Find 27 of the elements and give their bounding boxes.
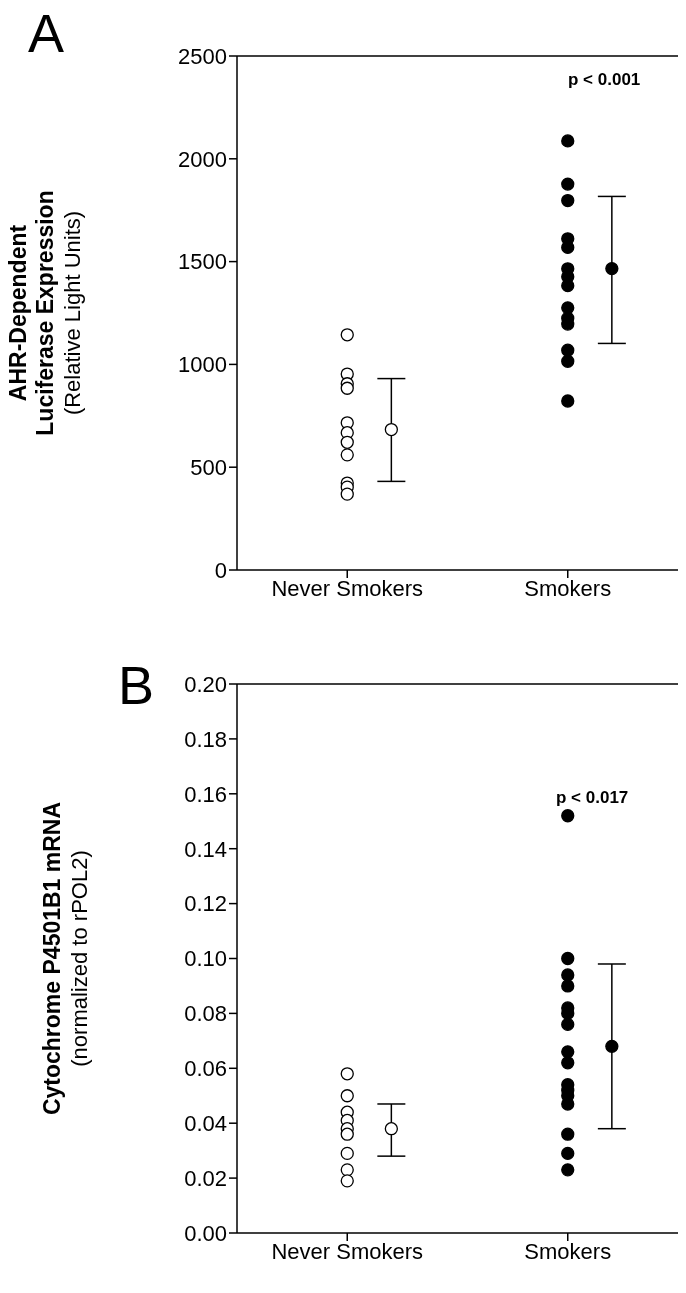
y-tick-label: 0.02	[184, 1165, 227, 1191]
y-tick-label: 0.04	[184, 1111, 227, 1137]
y-tick-label: 1500	[178, 249, 227, 275]
y-tick-label: 0.18	[184, 726, 227, 752]
y-tick-label: 0.16	[184, 781, 227, 807]
x-tick-label: Smokers	[524, 575, 612, 601]
x-tick-label: Never Smokers	[271, 575, 424, 601]
x-tick-label: Smokers	[524, 1238, 612, 1264]
y-tick-label: 0.00	[184, 1220, 227, 1246]
y-tick-label: 0	[214, 557, 227, 583]
annotation: p < 0.017	[556, 788, 629, 808]
y-tick-label: 0.08	[184, 1001, 227, 1027]
y-tick-label: 500	[190, 455, 227, 481]
x-tick-label: Never Smokers	[271, 1238, 424, 1264]
y-tick-label: 2000	[178, 146, 227, 172]
y-tick-label: 0.06	[184, 1056, 227, 1082]
chart-title: A	[28, 2, 65, 65]
y-tick-label: 0.14	[184, 836, 227, 862]
y-tick-label: 1000	[178, 352, 227, 378]
y-tick-label: 0.20	[184, 671, 227, 697]
y-tick-label: 2500	[178, 43, 227, 69]
annotation: p < 0.001	[568, 70, 641, 90]
y-axis-title: AHR-Dependent Luciferase Expression (Relative Light Units)	[5, 190, 85, 436]
chart-title: B	[118, 654, 155, 717]
y-axis-title: Cytochrome P4501B1 mRNA (normalized to rPOL2)	[38, 801, 92, 1116]
y-tick-label: 0.10	[184, 946, 227, 972]
y-tick-label: 0.12	[184, 891, 227, 917]
